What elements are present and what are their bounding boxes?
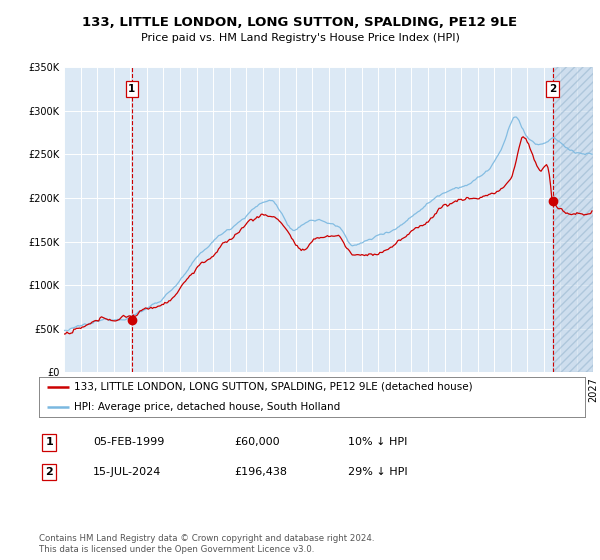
Text: HPI: Average price, detached house, South Holland: HPI: Average price, detached house, Sout…	[74, 402, 341, 412]
Text: Price paid vs. HM Land Registry's House Price Index (HPI): Price paid vs. HM Land Registry's House …	[140, 32, 460, 43]
Text: 10% ↓ HPI: 10% ↓ HPI	[348, 437, 407, 447]
Text: 133, LITTLE LONDON, LONG SUTTON, SPALDING, PE12 9LE: 133, LITTLE LONDON, LONG SUTTON, SPALDIN…	[82, 16, 518, 29]
Text: 2: 2	[46, 467, 53, 477]
Text: 2: 2	[549, 84, 556, 94]
Text: 15-JUL-2024: 15-JUL-2024	[93, 467, 161, 477]
Text: Contains HM Land Registry data © Crown copyright and database right 2024.
This d: Contains HM Land Registry data © Crown c…	[39, 534, 374, 554]
Bar	[553, 67, 593, 372]
Text: 05-FEB-1999: 05-FEB-1999	[93, 437, 164, 447]
Text: 29% ↓ HPI: 29% ↓ HPI	[348, 467, 407, 477]
Text: £60,000: £60,000	[234, 437, 280, 447]
Text: 133, LITTLE LONDON, LONG SUTTON, SPALDING, PE12 9LE (detached house): 133, LITTLE LONDON, LONG SUTTON, SPALDIN…	[74, 382, 473, 392]
Text: £196,438: £196,438	[234, 467, 287, 477]
Text: 1: 1	[46, 437, 53, 447]
Text: 1: 1	[128, 84, 136, 94]
